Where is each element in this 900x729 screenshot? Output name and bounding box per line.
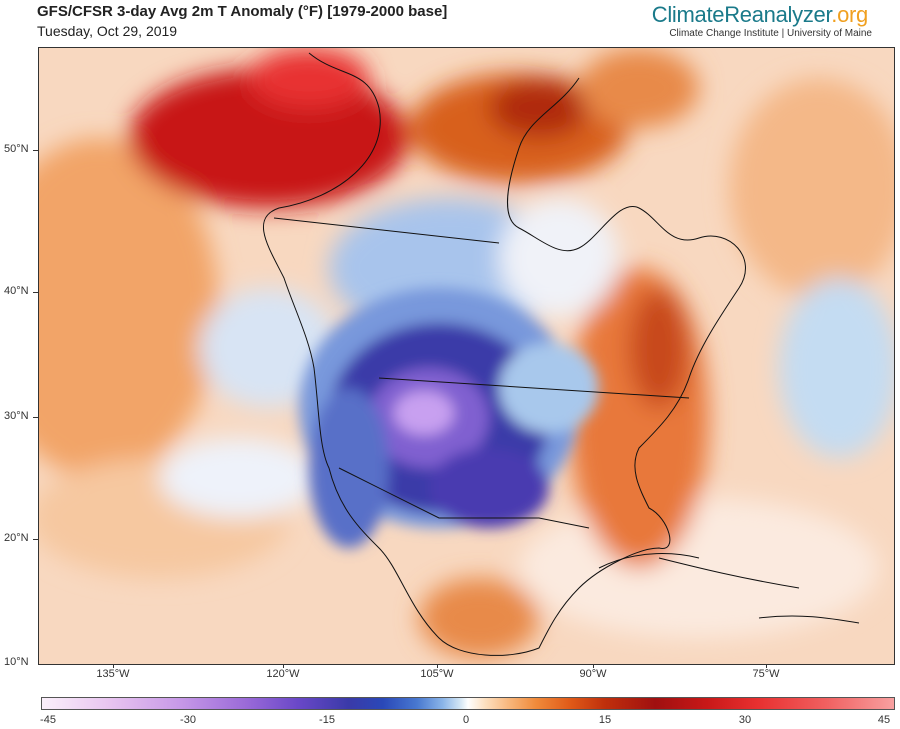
warm-anomaly-northeast-pacific: [39, 138, 219, 478]
cold-anomaly-great-lakes: [499, 343, 599, 433]
colorbar-label: -30: [180, 714, 196, 726]
chart-title: GFS/CFSR 3-day Avg 2m T Anomaly (°F) [19…: [37, 3, 448, 20]
lat-label-20n: 20°N: [4, 532, 29, 544]
cool-anomaly-atlantic-east: [779, 278, 894, 458]
cold-anomaly-southern-plains: [429, 448, 549, 528]
cold-anomaly-west-coast: [309, 388, 389, 548]
coastlines: [262, 52, 860, 656]
lon-label-90w: 90°W: [579, 668, 607, 680]
warm-anomaly-mexico: [419, 578, 539, 658]
colorbar-label: -15: [319, 714, 335, 726]
lon-tick: [437, 664, 438, 668]
lon-tick: [113, 664, 114, 668]
colorbar-label: 15: [598, 714, 612, 726]
chart-date: Tuesday, Oct 29, 2019: [37, 23, 178, 39]
lon-label-135w: 135°W: [96, 668, 130, 680]
warm-anomaly-atlantic: [729, 78, 894, 298]
temperature-anomaly-map: [38, 47, 895, 665]
lon-label-120w: 120°W: [266, 668, 300, 680]
lat-tick: [33, 539, 38, 540]
colorbar-label: -45: [40, 714, 56, 726]
lon-label-75w: 75°W: [752, 668, 780, 680]
brand-subtitle: Climate Change Institute | University of…: [669, 28, 872, 39]
lat-tick: [33, 150, 38, 151]
lon-tick: [283, 664, 284, 668]
lat-label-40n: 40°N: [4, 285, 29, 297]
lat-tick: [33, 417, 38, 418]
neutral-anomaly-hudson-south: [499, 198, 619, 318]
colorbar: [41, 697, 895, 710]
cool-anomaly-subtropical-pacific: [159, 438, 319, 518]
lat-label-10n: 10°N: [4, 656, 29, 668]
lat-label-50n: 50°N: [4, 143, 29, 155]
cold-anomaly-extreme: [394, 391, 454, 435]
lon-tick: [766, 664, 767, 668]
colorbar-label: 45: [877, 714, 891, 726]
brand-name: ClimateReanalyzer: [651, 2, 832, 27]
brand-tld: .org: [831, 2, 868, 27]
lat-label-30n: 30°N: [4, 410, 29, 422]
brand-logo[interactable]: ClimateReanalyzer.org: [651, 2, 869, 28]
lon-tick: [593, 664, 594, 668]
colorbar-label: 30: [738, 714, 752, 726]
warm-anomaly-northeast-us: [629, 288, 689, 408]
lon-label-105w: 105°W: [420, 668, 454, 680]
lat-tick: [33, 292, 38, 293]
colorbar-label: 0: [462, 714, 470, 726]
warm-anomaly-greenland: [579, 48, 699, 128]
warm-anomaly-baffin: [489, 78, 589, 138]
warm-anomaly-alaska-core: [249, 48, 369, 108]
